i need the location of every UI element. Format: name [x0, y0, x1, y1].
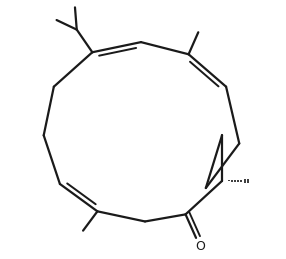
- Text: O: O: [195, 240, 205, 253]
